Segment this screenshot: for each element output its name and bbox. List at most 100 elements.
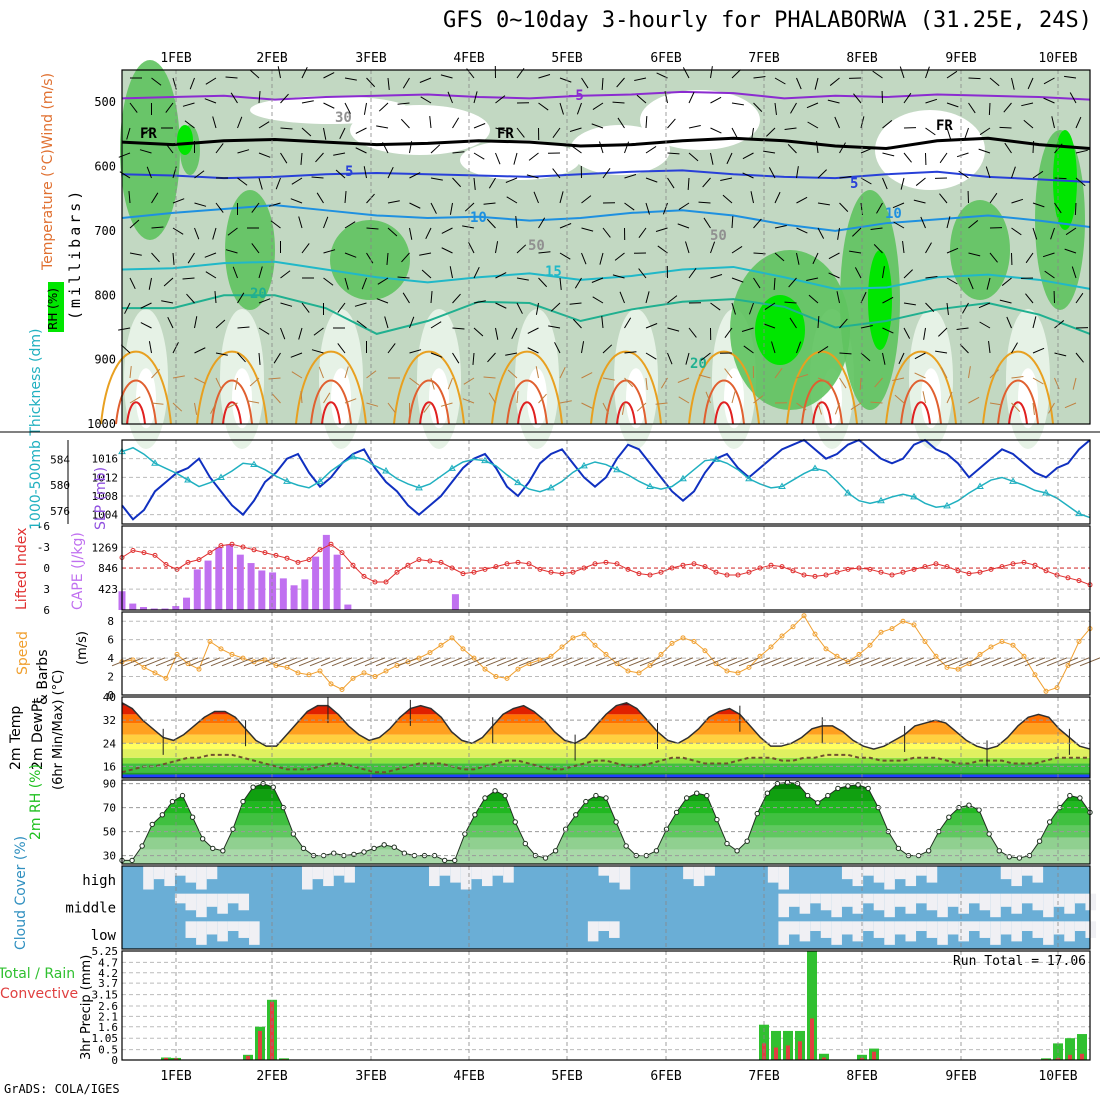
wind-barb	[421, 269, 432, 279]
surface-wind-barb	[221, 657, 243, 667]
wind-barb	[894, 394, 905, 404]
cape-bar	[312, 556, 320, 610]
surface-wind-barb	[859, 657, 881, 667]
lifted-index-point	[427, 558, 433, 564]
precip-total-bar	[1077, 1034, 1087, 1060]
rh2m-point	[1046, 819, 1053, 825]
surface-wind-barb	[210, 657, 232, 667]
wind-barb	[507, 369, 518, 379]
surface-wind-barb	[606, 657, 628, 667]
wind-barb	[925, 98, 938, 104]
cloud-gap	[609, 866, 620, 883]
wind-speed-line	[121, 614, 1091, 692]
wind-barb	[225, 249, 238, 254]
wind-barb	[1032, 140, 1035, 154]
wind-barb	[402, 292, 410, 304]
wind-barb	[581, 372, 593, 379]
wind-barb	[129, 277, 136, 290]
wind-speed-point	[1043, 688, 1049, 694]
isotherm-30-loop	[801, 379, 843, 425]
surface-wind-barb	[166, 657, 188, 667]
wind-barb	[741, 327, 754, 332]
wind-speed-point	[317, 668, 323, 674]
surface-wind-barb	[276, 657, 298, 667]
wind-barb	[559, 400, 572, 404]
wind-barb	[753, 218, 762, 229]
isotherm-line	[121, 260, 1091, 290]
wind-barb	[272, 393, 281, 404]
wind-barb	[903, 152, 912, 163]
cape-bar	[344, 604, 352, 610]
wind-axis-label-3: & Barbs	[35, 650, 51, 706]
rh2m-point	[462, 831, 468, 837]
wind-barb	[914, 372, 926, 379]
wind-barb	[667, 118, 676, 129]
rh2m-point	[472, 812, 478, 818]
cloud-gap	[799, 893, 811, 914]
wind-barb	[882, 177, 888, 190]
surface-wind-barb	[705, 657, 727, 667]
wind-speed-point	[691, 639, 697, 645]
wind-barb	[874, 377, 883, 388]
wind-barb	[527, 327, 539, 334]
wind-barb	[441, 227, 453, 234]
isotherm-30-loop	[900, 379, 942, 425]
wind-barb	[533, 191, 539, 204]
isotherm-25-loop	[885, 350, 957, 425]
wind-barb	[731, 277, 744, 283]
rh-legend-swatch	[48, 282, 64, 332]
wind-barb	[163, 277, 174, 287]
contour-label: 15	[545, 264, 562, 280]
lifted-index-point	[449, 565, 455, 571]
wind-barb	[667, 295, 678, 304]
rh-saturated-region	[868, 250, 892, 350]
thickness-tick-label: 576	[50, 505, 70, 518]
surface-wind-barb	[199, 657, 221, 667]
wind-barb	[237, 116, 243, 129]
wind-barb	[194, 347, 206, 354]
pressure-tick-label: 700	[94, 224, 116, 238]
rh2m-point	[1016, 855, 1023, 861]
date-label-bottom: 2FEB	[256, 1069, 287, 1084]
wind-barb	[552, 168, 561, 179]
wind-barb	[645, 177, 658, 183]
wind-barb	[151, 192, 159, 204]
wind-barb	[817, 169, 827, 179]
wind-barb	[409, 202, 421, 209]
wind-barb	[677, 223, 690, 229]
lifted-index-point	[438, 559, 444, 565]
rh2m-point	[764, 790, 771, 796]
wind-barb	[808, 294, 819, 304]
isotherm-25-loop	[688, 350, 760, 425]
wind-barb	[280, 127, 293, 130]
isotherm-35-loop	[1008, 401, 1028, 425]
thickness-point	[613, 465, 621, 473]
cloud-gap	[916, 893, 927, 904]
wind-barb	[452, 293, 461, 304]
surface-wind-barb	[661, 657, 683, 667]
cape-bar	[451, 594, 459, 610]
wind-barb	[1075, 177, 1086, 187]
wind-barb	[634, 77, 647, 81]
wind-barb	[849, 250, 862, 254]
cloud-gap	[1021, 893, 1033, 904]
wind-axis-label-units: (m/s)	[75, 631, 90, 665]
wind-barb	[559, 191, 564, 204]
isotherm-35-loop	[419, 401, 439, 425]
wind-barb	[1072, 377, 1077, 390]
wind-barb	[655, 402, 668, 405]
precip-convective-bar	[164, 1057, 168, 1060]
thickness-point	[679, 474, 687, 482]
rh2m-point	[179, 792, 186, 799]
wind-barb	[430, 352, 443, 358]
wind-speed-point	[1032, 672, 1038, 678]
temp-tick-label: 40	[103, 691, 116, 704]
wind-barb	[989, 192, 998, 204]
pressure-tick-label: 500	[94, 95, 116, 109]
rh2m-point	[210, 845, 216, 852]
wind-barb	[900, 177, 905, 190]
rh2m-point	[704, 792, 710, 799]
run-total-label: Run Total = 17.06	[953, 954, 1086, 969]
wind-barb	[702, 177, 711, 188]
cape-axis-label: CAPE (J/kg)	[70, 532, 86, 610]
